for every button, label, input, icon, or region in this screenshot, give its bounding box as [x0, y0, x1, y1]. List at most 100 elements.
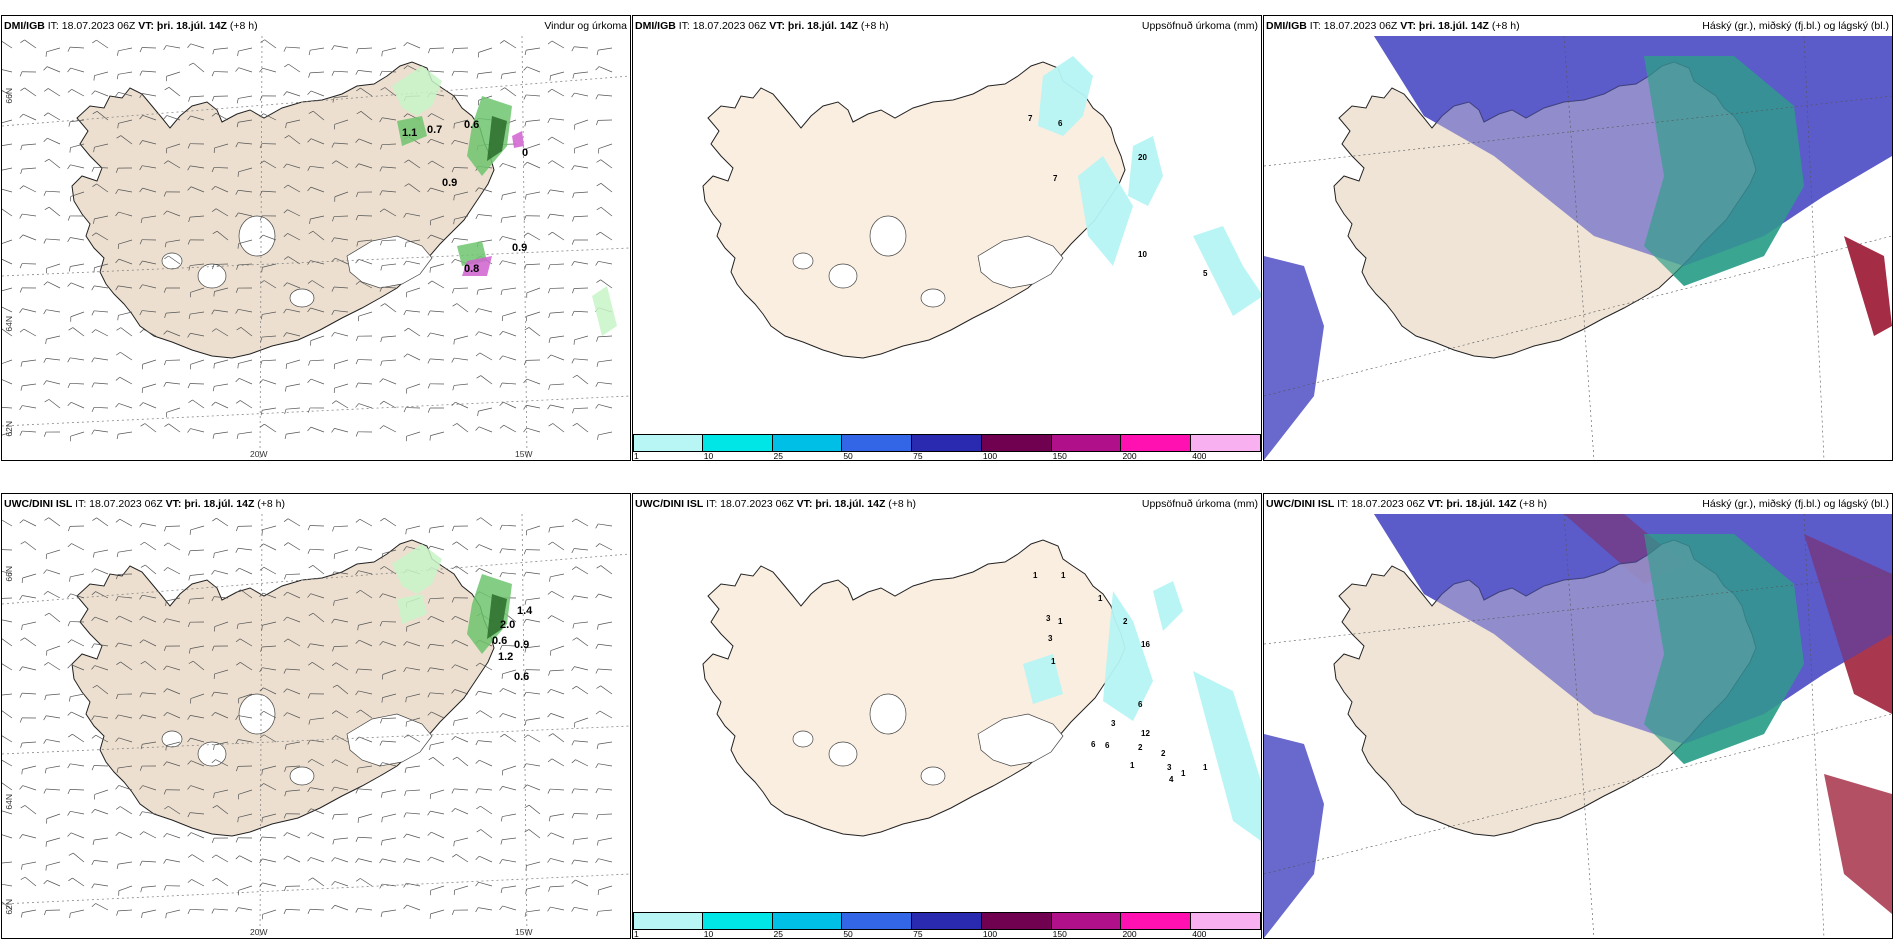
- glacier: [238, 693, 276, 735]
- legend-label: 50: [843, 929, 853, 939]
- glacier: [197, 741, 227, 767]
- latitude-label: 66N: [4, 88, 14, 104]
- longitude-label: 15W: [515, 927, 533, 937]
- glacier: [792, 252, 814, 270]
- legend-label: 1: [634, 451, 639, 461]
- lead: (+8 h): [1488, 20, 1520, 32]
- legend-swatch: [702, 912, 773, 930]
- it-label: IT:: [1306, 20, 1324, 32]
- map-panel-dmi-wind: DMI/IGB IT: 18.07.2023 06Z VT: þri. 18.j…: [1, 15, 631, 461]
- it-value: 18.07.2023 06Z: [1323, 20, 1401, 32]
- latitude-label: 62N: [4, 421, 14, 437]
- legend-swatch: [633, 912, 703, 930]
- precip-legend: 1 10 25 50 75 100 150 200 400: [633, 912, 1261, 938]
- glacier-vatnajokull: [977, 713, 1064, 767]
- vt-label: VT:: [138, 20, 157, 32]
- glacier: [792, 730, 814, 748]
- accumulated-value-label: 1: [1033, 571, 1038, 580]
- legend-swatch: [1051, 434, 1122, 452]
- it-value: 18.07.2023 06Z: [89, 498, 166, 510]
- it-label: IT:: [1334, 498, 1352, 510]
- legend-swatch: [702, 434, 773, 452]
- vt-value: þri. 18.júl. 14Z: [184, 498, 255, 510]
- accumulated-value-label: 6: [1091, 740, 1096, 749]
- precip-value-label: 0.9: [442, 177, 457, 189]
- it-value: 18.07.2023 06Z: [1351, 498, 1428, 510]
- map-panel-dmi-acc: DMI/IGB IT: 18.07.2023 06Z VT: þri. 18.j…: [632, 15, 1262, 461]
- vt-value: þri. 18.júl. 14Z: [156, 20, 227, 32]
- accumulated-value-label: 3: [1048, 634, 1053, 643]
- vt-value: þri. 18.júl. 14Z: [1446, 498, 1517, 510]
- map-panel-uwc-acc: UWC/DINI ISL IT: 18.07.2023 06Z VT: þri.…: [632, 493, 1262, 939]
- glacier: [289, 766, 315, 786]
- lead: (+8 h): [1516, 498, 1547, 510]
- map-panel-uwc-cloud: UWC/DINI ISL IT: 18.07.2023 06Z VT: þri.…: [1263, 493, 1893, 939]
- vt-label: VT:: [769, 20, 788, 32]
- accumulated-value-label: 3: [1046, 614, 1051, 623]
- grid-line: [1264, 235, 1892, 397]
- glacier: [920, 288, 946, 308]
- lead: (+8 h): [226, 20, 258, 32]
- panel-title: Uppsöfnuð úrkoma (mm): [1141, 498, 1258, 510]
- accumulated-value-label: 4: [1169, 775, 1174, 784]
- legend-label: 100: [982, 451, 998, 461]
- precip-value-label: 1.4: [517, 605, 533, 617]
- glacier: [869, 693, 907, 735]
- accumulated-value-label: 1: [1203, 763, 1208, 772]
- panel-run-info: DMI/IGB IT: 18.07.2023 06Z VT: þri. 18.j…: [1266, 16, 1520, 36]
- legend-label: 150: [1052, 451, 1067, 461]
- map-canvas: 1.1 0.7 0.6 0.9 0 0.9 0.8: [2, 36, 630, 460]
- precip-legend: 1 10 25 50 75 100 150 200 400: [633, 434, 1261, 460]
- legend-label: 10: [703, 929, 714, 939]
- longitude-label: 20W: [250, 449, 268, 459]
- lat-lon-grid: [2, 514, 630, 938]
- wind-barbs: [2, 517, 613, 920]
- accumulated-value-label: 1: [1098, 594, 1103, 603]
- panel-header: UWC/DINI ISL IT: 18.07.2023 06Z VT: þri.…: [1264, 494, 1892, 514]
- legend-swatch: [633, 434, 703, 452]
- panel-title: Vindur og úrkoma: [544, 20, 627, 32]
- model: UWC/DINI ISL: [635, 498, 704, 510]
- map-canvas: 7 6 7 20 10 5: [633, 36, 1261, 460]
- precip-value-label: 2.0: [500, 619, 515, 631]
- grid-line: [1803, 36, 1825, 460]
- precip-value-label: 0: [522, 147, 528, 159]
- accumulated-value-label: 6: [1058, 119, 1063, 128]
- legend-swatch: [842, 434, 913, 452]
- grid-line: [1563, 514, 1595, 938]
- legend-label: 100: [982, 929, 998, 939]
- legend-label: 400: [1192, 451, 1207, 461]
- model: UWC/DINI ISL: [1266, 498, 1335, 510]
- grid-line: [1264, 573, 1892, 645]
- it-label: IT:: [703, 498, 721, 510]
- accumulated-value-label: 2: [1161, 749, 1166, 758]
- accumulated-value-label: 1: [1181, 769, 1186, 778]
- panel-run-info: UWC/DINI ISL IT: 18.07.2023 06Z VT: þri.…: [635, 494, 916, 514]
- map-canvas: [1264, 36, 1892, 460]
- legend-label: 1: [634, 929, 639, 939]
- glacier: [161, 730, 183, 748]
- precip-value-label: 0.9: [512, 242, 527, 254]
- legend-label: 400: [1192, 929, 1207, 939]
- panel-header: UWC/DINI ISL IT: 18.07.2023 06Z VT: þri.…: [633, 494, 1261, 514]
- legend-swatch: [1121, 912, 1192, 930]
- precip-value-label: 0.6: [464, 119, 479, 131]
- vt-value: þri. 18.júl. 14Z: [1418, 20, 1489, 32]
- accumulated-precip-shading: [1023, 581, 1261, 841]
- legend-label: 25: [773, 929, 784, 939]
- legend-swatch: [981, 912, 1052, 930]
- panel-title: Háský (gr.), miðský (fj.bl.) og lágský (…: [1702, 20, 1889, 32]
- glacier: [920, 766, 946, 786]
- glacier: [828, 741, 858, 767]
- legend-label: 50: [843, 451, 853, 461]
- it-value: 18.07.2023 06Z: [692, 20, 770, 32]
- legend-swatch: [772, 912, 843, 930]
- vt-value: þri. 18.júl. 14Z: [815, 498, 886, 510]
- vt-label: VT:: [1400, 20, 1419, 32]
- precip-value-label: 0.6: [492, 635, 507, 647]
- latitude-label: 66N: [4, 566, 14, 582]
- longitude-label: 20W: [250, 927, 268, 937]
- glacier-vatnajokull: [346, 235, 433, 289]
- glacier-vatnajokull: [977, 235, 1064, 289]
